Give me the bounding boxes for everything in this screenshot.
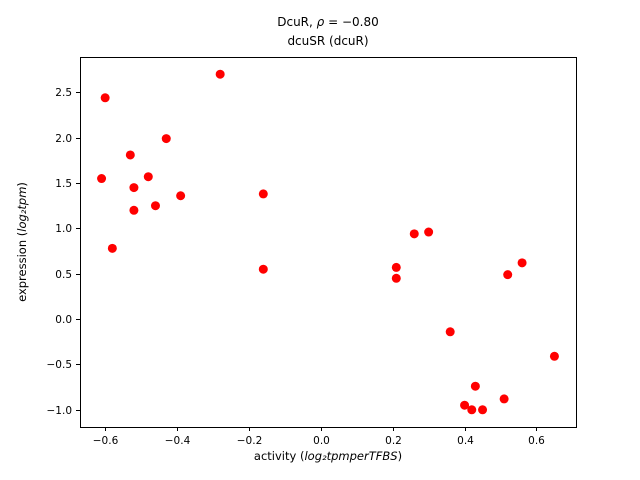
x-label-math: log₂tpmperTFBS bbox=[304, 449, 398, 463]
data-point bbox=[129, 183, 139, 193]
x-label-suffix: ) bbox=[397, 449, 403, 463]
y-label-math: log₂tpm bbox=[15, 186, 29, 232]
rho-symbol: ρ bbox=[316, 15, 325, 29]
y-tick-label: 0.5 bbox=[55, 269, 72, 281]
y-tick-label: 2.5 bbox=[55, 87, 72, 99]
data-point bbox=[107, 243, 117, 253]
data-point bbox=[409, 229, 419, 239]
y-tick-label: 0.0 bbox=[55, 314, 72, 326]
y-tick-label: 1.0 bbox=[55, 223, 72, 235]
y-tick-label: 1.5 bbox=[55, 178, 72, 190]
y-axis-label: expression (log₂tpm) bbox=[15, 182, 29, 302]
data-point bbox=[549, 351, 559, 361]
y-tick-label: −1.0 bbox=[47, 405, 73, 417]
data-point bbox=[258, 264, 268, 274]
data-point bbox=[143, 172, 153, 182]
y-tick-label: 2.0 bbox=[55, 133, 72, 145]
x-tick-label: 0.0 bbox=[313, 435, 330, 447]
x-tick-label: −0.4 bbox=[165, 435, 191, 447]
chart-title-line2: dcuSR (dcuR) bbox=[287, 34, 369, 48]
title-rest: = −0.80 bbox=[324, 15, 379, 29]
data-point bbox=[391, 262, 401, 272]
data-point bbox=[125, 150, 135, 160]
data-point bbox=[391, 273, 401, 283]
y-label-suffix: ) bbox=[15, 182, 29, 187]
x-label-prefix: activity ( bbox=[253, 449, 305, 463]
data-point bbox=[97, 174, 107, 184]
data-point bbox=[161, 134, 171, 144]
x-tick-label: 0.4 bbox=[457, 435, 474, 447]
data-point bbox=[424, 227, 434, 237]
data-point bbox=[150, 201, 160, 211]
y-tick-label: −0.5 bbox=[47, 359, 73, 371]
x-tick-label: 0.2 bbox=[385, 435, 402, 447]
data-point bbox=[445, 327, 455, 337]
title-prefix: DcuR, bbox=[277, 15, 317, 29]
data-point bbox=[478, 405, 488, 415]
y-label-prefix: expression ( bbox=[15, 231, 29, 302]
data-point bbox=[129, 205, 139, 215]
data-point bbox=[517, 258, 527, 268]
data-point bbox=[176, 191, 186, 201]
data-point bbox=[467, 405, 477, 415]
x-tick-label: −0.6 bbox=[93, 435, 119, 447]
chart-title-line1: DcuR, ρ = −0.80 bbox=[80, 13, 576, 32]
data-point bbox=[470, 381, 480, 391]
data-point bbox=[215, 69, 225, 79]
x-axis-label: activity (log₂tpmperTFBS) bbox=[80, 449, 576, 463]
data-point bbox=[460, 400, 470, 410]
data-point bbox=[100, 93, 110, 103]
data-point bbox=[258, 189, 268, 199]
x-tick-label: −0.2 bbox=[237, 435, 263, 447]
x-tick-label: 0.6 bbox=[528, 435, 545, 447]
data-point bbox=[499, 394, 509, 404]
chart-title: DcuR, ρ = −0.80 dcuSR (dcuR) bbox=[80, 13, 576, 51]
data-point bbox=[503, 270, 513, 280]
plot-border bbox=[80, 57, 577, 428]
